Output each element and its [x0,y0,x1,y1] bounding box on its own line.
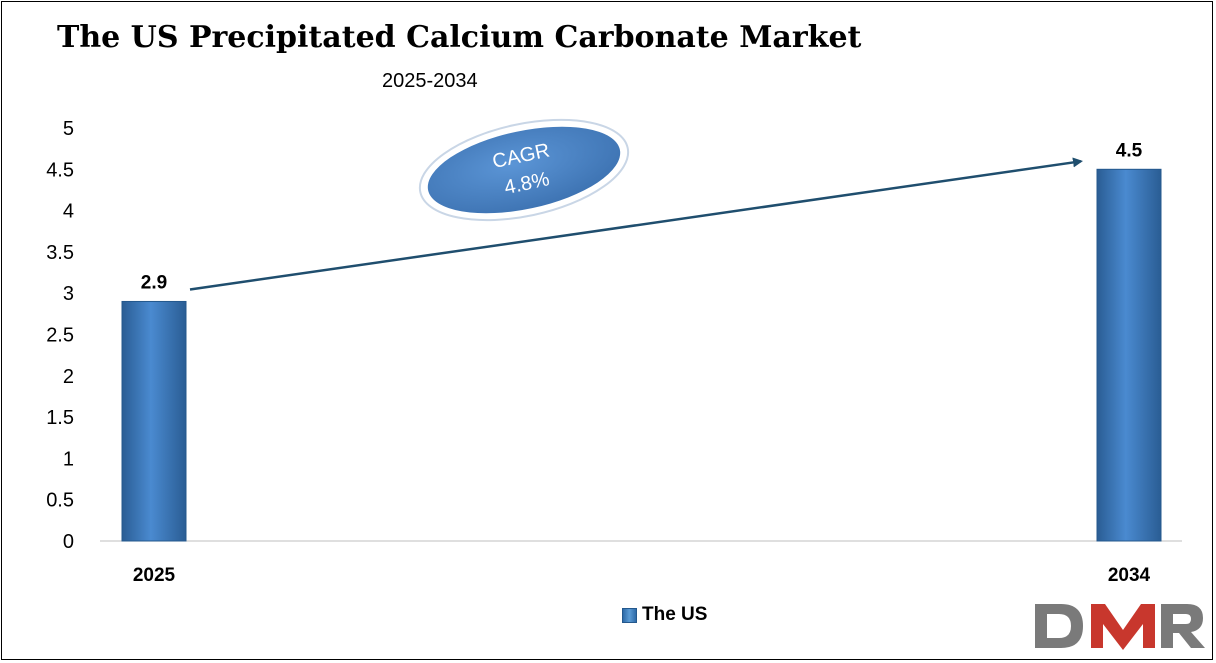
x-tick-label-2025: 2025 [133,565,176,586]
cagr-bubble: CAGR 4.8% [418,118,630,222]
y-tick-label: 3 [63,283,74,305]
chart-subtitle: 2025-2034 [382,70,478,92]
bar-2025 [121,300,187,542]
legend-swatch [622,607,637,623]
y-tick-label: 1 [63,448,74,470]
y-tick-label: 5 [63,118,74,140]
y-tick-label: 2 [63,366,74,388]
chart-title: The US Precipitated Calcium Carbonate Ma… [57,20,862,55]
y-tick-label: 0.5 [46,490,74,512]
y-tick-label: 1.5 [46,407,74,429]
data-label-2025: 2.9 [141,272,167,293]
legend: The US [622,604,707,626]
legend-label: The US [642,604,708,625]
data-label-2034: 4.5 [1116,140,1143,161]
y-tick-label: 3.5 [46,242,74,264]
y-tick-label: 2.5 [46,325,74,347]
y-tick-label: 4.5 [46,159,74,181]
y-tick-label: 0 [63,531,74,553]
dmr-logo [1035,604,1205,650]
y-tick-label: 4 [63,201,74,223]
x-tick-label-2034: 2034 [1108,565,1151,586]
growth-arrow [189,157,1083,291]
bar-2034 [1096,168,1162,542]
